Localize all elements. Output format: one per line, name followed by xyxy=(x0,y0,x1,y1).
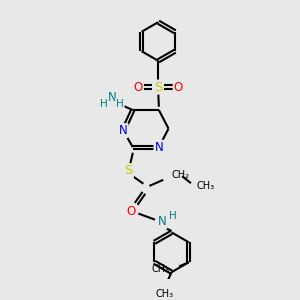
Text: O: O xyxy=(134,81,143,94)
Text: S: S xyxy=(124,164,133,177)
Text: S: S xyxy=(154,81,163,94)
Text: N: N xyxy=(158,215,166,228)
Text: H: H xyxy=(100,99,108,109)
Text: O: O xyxy=(127,205,136,218)
Text: N: N xyxy=(119,124,128,137)
Text: CH₃: CH₃ xyxy=(196,181,214,191)
Text: CH₂: CH₂ xyxy=(172,170,190,180)
Text: CH₃: CH₃ xyxy=(156,289,174,299)
Text: N: N xyxy=(154,141,163,154)
Text: O: O xyxy=(174,81,183,94)
Text: H: H xyxy=(169,211,176,221)
Text: H: H xyxy=(116,99,124,109)
Text: N: N xyxy=(108,91,116,103)
Text: CH₃: CH₃ xyxy=(152,264,170,274)
